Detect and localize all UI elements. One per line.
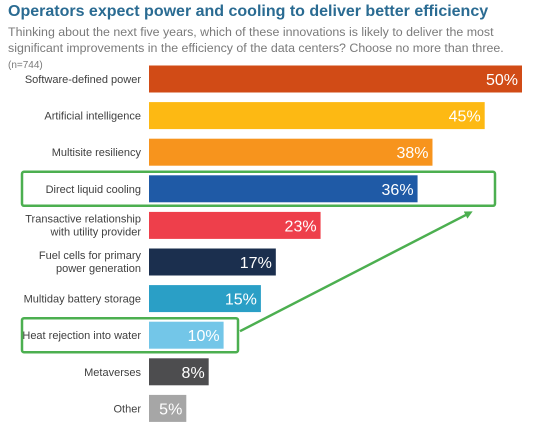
data-label-other: 5%: [159, 401, 182, 418]
data-label-transactive-relationship-with-utility-provider: 23%: [285, 218, 317, 235]
highlight-arrow: [239, 211, 473, 333]
category-label-multiday-battery-storage: Multiday battery storage: [24, 294, 141, 306]
bar-other: [149, 394, 187, 422]
subtitle-text: Thinking about the next five years, whic…: [8, 25, 504, 55]
category-label-direct-liquid-cooling: Direct liquid cooling: [46, 184, 141, 196]
category-label-other: Other: [113, 403, 141, 415]
data-label-direct-liquid-cooling: 36%: [382, 182, 414, 199]
chart-subtitle: Thinking about the next five years, whic…: [8, 24, 528, 74]
highlight-box-direct-liquid-cooling: [20, 170, 497, 208]
bar-metaverses: [149, 358, 209, 386]
bar-artificial-intelligence: [149, 102, 485, 130]
bar-heat-rejection-into-water: [149, 321, 224, 349]
highlight-box-heat-rejection-into-water: [20, 316, 240, 354]
bar-multisite-resiliency: [149, 138, 433, 166]
data-label-artificial-intelligence: 45%: [449, 109, 481, 126]
bar-transactive-relationship-with-utility-provider: [149, 211, 321, 239]
data-label-heat-rejection-into-water: 10%: [188, 328, 220, 345]
bar-software-defined-power: [149, 65, 522, 93]
category-label-heat-rejection-into-water: Heat rejection into water: [22, 330, 141, 342]
bar-direct-liquid-cooling: [149, 175, 418, 203]
data-label-multisite-resiliency: 38%: [396, 145, 428, 162]
category-label-artificial-intelligence: Artificial intelligence: [44, 111, 141, 123]
data-label-software-defined-power: 50%: [486, 72, 518, 89]
category-label-fuel-cells-for-primary-power-generation: Fuel cells for primary power generation: [39, 250, 142, 275]
sample-size-note: (n=744): [8, 60, 43, 71]
chart-title: Operators expect power and cooling to de…: [8, 3, 489, 20]
data-label-metaverses: 8%: [182, 365, 205, 382]
category-label-software-defined-power: Software-defined power: [25, 74, 142, 86]
bar-multiday-battery-storage: [149, 285, 261, 313]
data-label-fuel-cells-for-primary-power-generation: 17%: [240, 255, 272, 272]
category-label-metaverses: Metaverses: [84, 367, 141, 379]
category-label-transactive-relationship-with-utility-provider: Transactive relationship with utility pro…: [25, 213, 141, 238]
category-label-multisite-resiliency: Multisite resiliency: [52, 147, 142, 159]
bar-fuel-cells-for-primary-power-generation: [149, 248, 276, 276]
data-label-multiday-battery-storage: 15%: [225, 292, 257, 309]
